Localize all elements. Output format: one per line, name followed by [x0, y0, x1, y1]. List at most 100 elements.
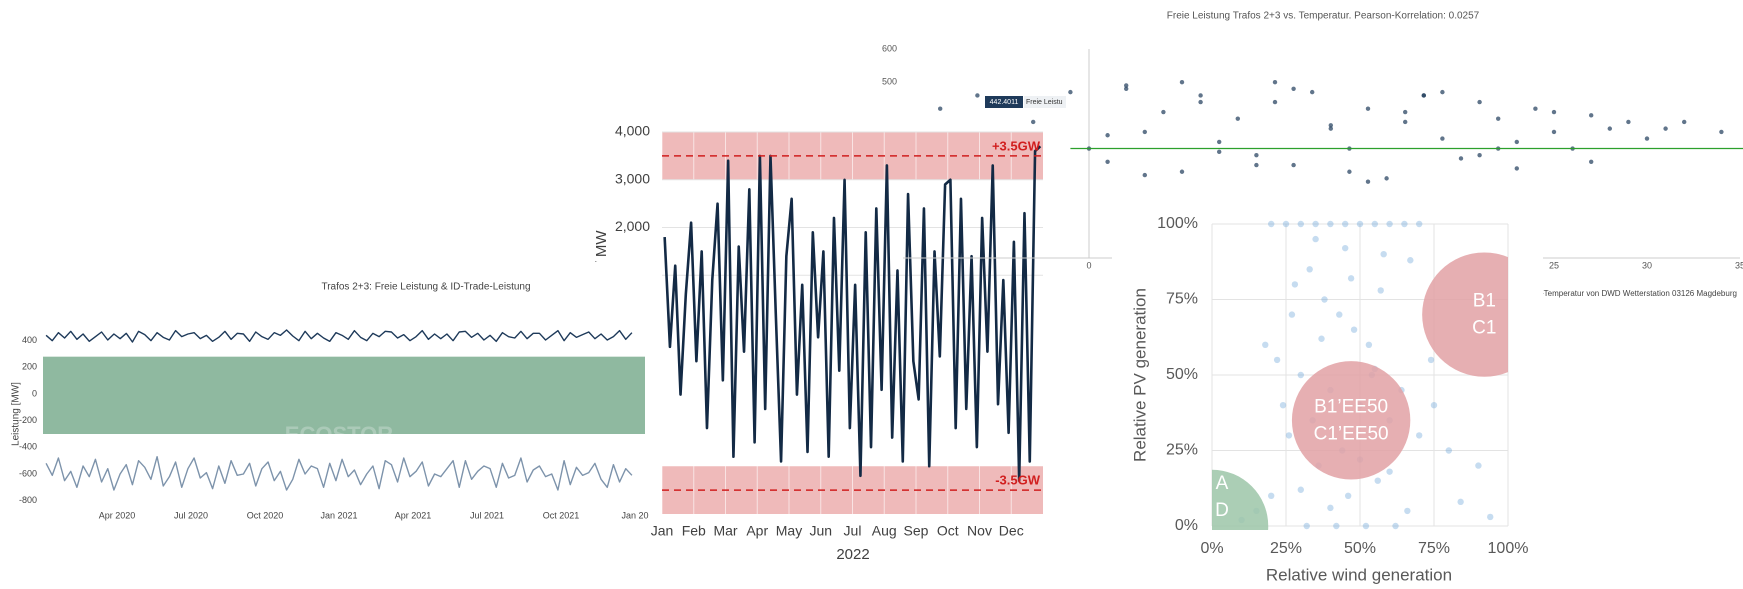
scatter-point — [1179, 79, 1185, 85]
scatter-point — [1477, 152, 1482, 158]
scatter-point — [1272, 79, 1278, 85]
scatter-point — [1403, 109, 1408, 115]
scatter-point — [1719, 129, 1724, 135]
y-axis-label: Leistung [MW] — [11, 382, 22, 446]
tooltip-value: 442.4011 — [990, 99, 1019, 106]
scatter-point — [1291, 281, 1299, 288]
y-axis-label: / MW — [593, 230, 610, 266]
scatter-point — [1644, 136, 1650, 141]
scatter-point — [1312, 220, 1319, 228]
y-axis-label: Relative PV generation — [1130, 288, 1149, 462]
scatter-point — [1342, 220, 1349, 228]
scenario-label: B1 — [1473, 291, 1496, 312]
scatter-point — [1416, 220, 1423, 228]
scatter-point — [1254, 152, 1259, 158]
scatter-point — [1407, 257, 1414, 264]
scatter-point — [1440, 89, 1445, 95]
y-tick-label: 25% — [1166, 442, 1198, 459]
footnote: ¹Temperatur von DWD Wetterstation 03126 … — [1541, 289, 1737, 298]
scatter-point — [1384, 176, 1389, 181]
scatter-point — [1179, 169, 1185, 174]
scatter-point — [1386, 220, 1393, 228]
x-tick-label: Oct — [937, 523, 959, 539]
trade-band — [43, 356, 645, 434]
y-tick-label: -600 — [19, 468, 37, 478]
scenario-label: C1’EE50 — [1314, 423, 1389, 444]
x-tick-label: Jan 20 — [621, 510, 648, 520]
scatter-point — [1365, 179, 1371, 184]
x-tick-label: 0 — [1086, 260, 1091, 270]
x-tick-label: 25 — [1549, 260, 1559, 270]
scatter-point — [1386, 468, 1393, 475]
scatter-point — [1371, 220, 1379, 228]
scatter-point — [1198, 93, 1203, 98]
scatter-point — [1416, 432, 1423, 439]
scatter-point — [1297, 371, 1305, 379]
x-tick-label: Jan — [651, 523, 674, 539]
scenario-label: A — [1216, 473, 1229, 494]
scatter-point — [1458, 156, 1464, 161]
scatter-point — [1589, 113, 1594, 118]
series-line — [663, 145, 1042, 482]
y-tick-label: 75% — [1166, 291, 1198, 308]
chart-title: Trafos 2+3: Freie Leistung & ID-Trade-Le… — [321, 282, 530, 293]
scenario-circle — [1422, 252, 1508, 377]
scatter-point — [1663, 126, 1668, 131]
scenario-label: B1’EE50 — [1314, 396, 1388, 417]
scatter-point — [1445, 447, 1453, 454]
x-axis-label: 2022 — [836, 546, 869, 563]
chart-panel: Trafos 2+3: Freie Leistung & ID-Trade-Le… — [0, 262, 650, 562]
x-tick-label: Jan 2021 — [320, 510, 357, 520]
scatter-point — [1297, 486, 1305, 493]
scatter-point — [938, 106, 943, 111]
scatter-point — [1427, 356, 1435, 364]
y-tick-label: 50% — [1166, 366, 1198, 383]
scatter-point — [1105, 133, 1110, 138]
scatter-point — [1124, 86, 1129, 92]
scatter-point — [1254, 162, 1259, 168]
scatter-point — [1279, 402, 1287, 409]
scatter-point — [1262, 341, 1269, 348]
scatter-point — [1272, 99, 1278, 105]
y-tick-label: 3,000 — [615, 170, 650, 186]
points — [1212, 220, 1508, 530]
x-tick-label: Jul — [844, 523, 862, 539]
scatter-point — [1303, 522, 1310, 530]
x-tick-label: 75% — [1418, 540, 1450, 557]
scenario-circle — [1212, 469, 1269, 530]
scatter-point — [1607, 126, 1613, 131]
scenario-circle — [1291, 361, 1411, 480]
reference-label: -3.5GW — [995, 473, 1041, 488]
scatter-point — [1328, 123, 1334, 128]
x-tick-label: Dec — [999, 523, 1024, 539]
scatter-point — [1161, 109, 1166, 115]
scatter-point — [1551, 129, 1557, 135]
y-tick-label: 0 — [32, 388, 37, 398]
x-tick-label: 50% — [1344, 540, 1376, 557]
x-tick-label: Apr 2021 — [395, 510, 432, 520]
x-tick-label: Jul 2020 — [174, 510, 208, 520]
x-tick-label: Aug — [872, 523, 897, 539]
scatter-point — [1142, 129, 1148, 135]
scatter-point — [1362, 522, 1370, 530]
scatter-point — [1268, 492, 1275, 499]
chart-panel: Relative wind generation Relative PV gene… — [1112, 208, 1543, 589]
scatter-point — [1401, 220, 1408, 228]
scatter-point — [1310, 89, 1315, 95]
scatter-point — [1403, 119, 1408, 125]
scatter-point — [1347, 275, 1355, 282]
scenario-label: C1 — [1472, 318, 1496, 339]
scatter-point — [1306, 266, 1313, 273]
scatter-point — [1291, 86, 1296, 92]
scatter-point — [1457, 498, 1464, 506]
y-tick-label: 600 — [882, 43, 897, 53]
scatter-point — [1344, 492, 1352, 499]
tooltip-label-box — [1024, 96, 1066, 108]
x-tick-label: Apr — [746, 523, 768, 539]
scatter-point — [1336, 311, 1343, 318]
scatter-point — [975, 93, 980, 98]
scatter-point — [1377, 287, 1384, 294]
scatter-point — [1124, 83, 1129, 88]
scatter-point — [1421, 93, 1427, 98]
